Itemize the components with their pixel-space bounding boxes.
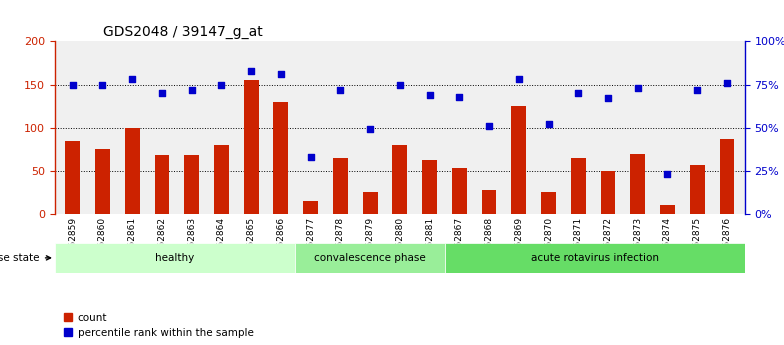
Point [67,82,79,87]
Point [691,87,703,92]
Point [156,90,169,96]
Bar [422,160,437,214]
Bar [274,102,289,214]
Bar [541,193,556,214]
Bar [720,139,735,214]
Bar [363,193,378,214]
Bar [571,158,586,214]
Bar [660,205,675,214]
Bar [125,128,140,214]
Point [274,71,287,77]
Point [602,96,615,101]
Bar [184,155,199,214]
Bar [511,106,526,214]
Bar [333,158,348,214]
Bar [154,155,169,214]
FancyBboxPatch shape [445,243,745,273]
Bar [244,80,259,214]
Point [394,82,406,87]
Point [364,127,376,132]
Point [661,171,673,177]
Text: GDS2048 / 39147_g_at: GDS2048 / 39147_g_at [103,25,263,39]
Point [185,87,198,92]
Bar [690,165,705,214]
Text: disease state: disease state [0,253,50,263]
Point [245,68,257,73]
Point [453,94,466,99]
Bar [393,145,407,214]
Point [631,85,644,91]
Point [513,77,525,82]
Bar [481,190,496,214]
Point [483,123,495,129]
Bar [214,145,229,214]
Point [543,121,555,127]
Bar [452,168,466,214]
Bar [65,141,80,214]
Bar [601,171,615,214]
Point [126,77,139,82]
Point [720,80,733,86]
Point [423,92,436,98]
Bar [95,149,110,214]
FancyBboxPatch shape [295,243,445,273]
Text: convalescence phase: convalescence phase [314,253,426,263]
Bar [303,201,318,214]
FancyBboxPatch shape [55,243,295,273]
Legend: count, percentile rank within the sample: count, percentile rank within the sample [60,309,258,342]
Point [334,87,347,92]
Bar [630,154,645,214]
Point [304,154,317,160]
Point [215,82,227,87]
Point [572,90,585,96]
Text: acute rotavirus infection: acute rotavirus infection [531,253,659,263]
Text: healthy: healthy [155,253,194,263]
Point [96,82,109,87]
